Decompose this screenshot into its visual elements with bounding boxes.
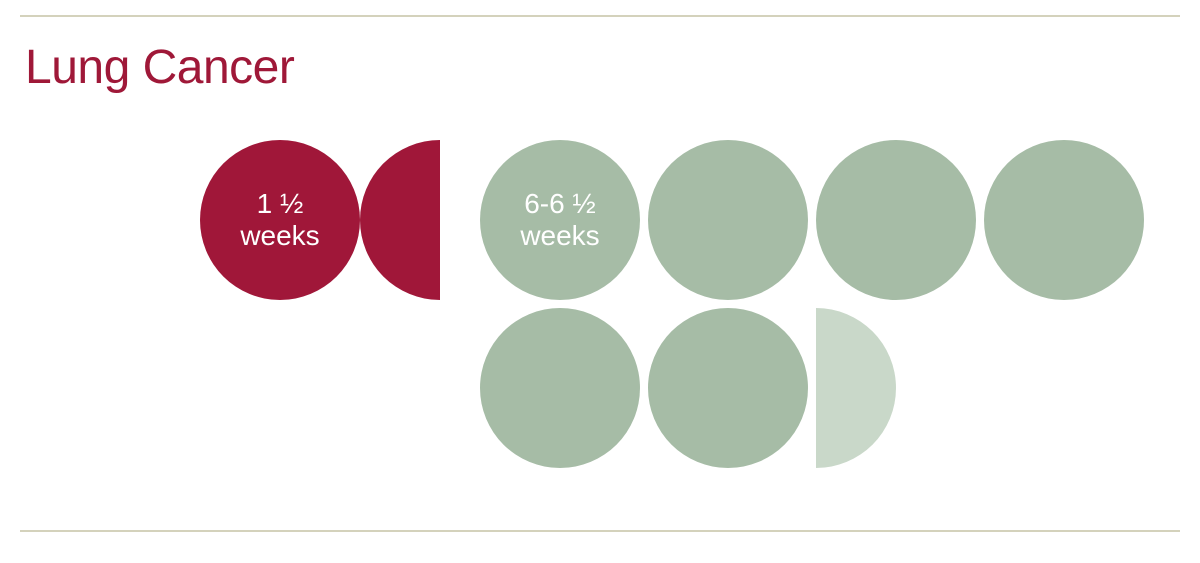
infographic-canvas: Lung Cancer 1 ½ weeks 6-6 ½ weeks [0, 0, 1200, 563]
green-week-circle-6 [648, 308, 808, 468]
red-half-week [360, 140, 440, 300]
red-label-line2: weeks [240, 220, 319, 251]
page-title: Lung Cancer [25, 40, 294, 95]
red-label-line1: 1 ½ [257, 188, 304, 219]
green-label-line2: weeks [520, 220, 599, 251]
green-duration-label: 6-6 ½ weeks [480, 188, 640, 252]
red-duration-label: 1 ½ weeks [200, 188, 360, 252]
green-week-circle-4 [984, 140, 1144, 300]
green-week-circle-3 [816, 140, 976, 300]
green-half-week [816, 308, 896, 468]
bottom-rule [20, 530, 1180, 532]
top-rule [20, 15, 1180, 17]
green-label-line1: 6-6 ½ [524, 188, 596, 219]
green-week-circle-5 [480, 308, 640, 468]
title-text: Lung Cancer [25, 41, 294, 94]
green-week-circle-2 [648, 140, 808, 300]
